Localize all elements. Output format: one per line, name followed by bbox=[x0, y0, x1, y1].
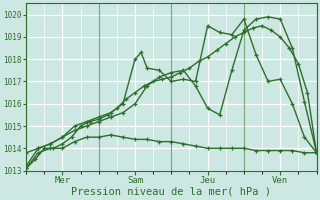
X-axis label: Pression niveau de la mer( hPa ): Pression niveau de la mer( hPa ) bbox=[71, 187, 271, 197]
